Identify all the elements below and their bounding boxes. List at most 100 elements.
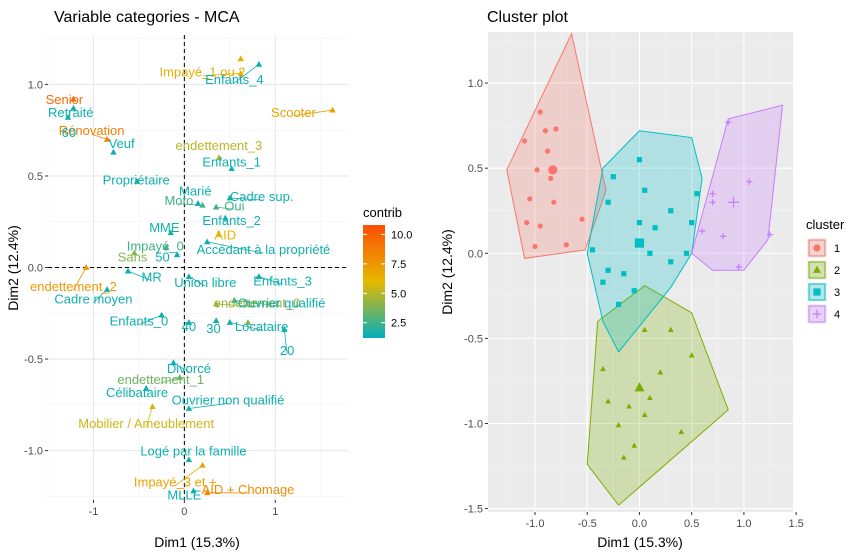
cluster-2-point [647, 394, 653, 401]
mca-point [194, 200, 202, 206]
mca-point [70, 95, 77, 102]
cluster-3-point [631, 288, 637, 294]
cluster-1-point [532, 243, 538, 250]
mca-point-label: Veuf [109, 136, 135, 151]
mca-point [203, 489, 211, 496]
cluster-title: Cluster plot [487, 9, 568, 26]
cluster-y-tick-label: 0.5 [468, 163, 483, 175]
cluster-3-point [642, 187, 648, 193]
cluster-3-point [615, 301, 622, 307]
cluster-hulls [506, 32, 784, 506]
mca-y-tick-label: 1.0 [28, 79, 43, 91]
cluster-3-point [605, 199, 611, 205]
cluster-3-point [610, 174, 616, 180]
mca-point [133, 178, 141, 184]
mca-point [215, 231, 223, 237]
mca-point-label: Impayé_1 ou 2 [160, 65, 246, 80]
mca-label-segment [160, 376, 180, 384]
mca-point-label: Cadre moyen [54, 292, 132, 307]
cluster-3-point [668, 259, 674, 265]
cluster-x-tick-label: 1.0 [736, 518, 751, 530]
mca-point-label: endettement_2 [30, 279, 117, 294]
cluster-1-point [542, 128, 549, 134]
mca-point [70, 104, 77, 111]
cluster-legend-key-symbol [813, 288, 821, 296]
cluster-1-point [548, 175, 554, 181]
mca-label-segment [258, 276, 283, 285]
mca-point [185, 405, 193, 411]
mca-label-segment [293, 109, 333, 117]
mca-point [244, 319, 252, 325]
mca-point [124, 267, 132, 274]
cluster-1-point [537, 109, 543, 115]
mca-point-label: Union libre [174, 275, 236, 290]
mca-y-tick-label: 0.0 [28, 263, 43, 275]
mca-point-label: endettement_0 [214, 295, 301, 310]
mca-point-label: Enfants_2 [202, 213, 261, 228]
cluster-3-point [683, 250, 690, 256]
mca-point-label: 60 [62, 125, 76, 140]
mca-point-label: endettement_1 [117, 372, 204, 387]
mca-label-segment [145, 406, 153, 428]
cluster-x-tick-label: 0.0 [632, 518, 647, 530]
mca-point [82, 264, 90, 270]
mca-point [158, 311, 165, 318]
mca-point [185, 319, 193, 325]
cluster-1-point [551, 199, 557, 205]
cluster-legend-key-symbol [813, 244, 821, 252]
cluster-4-centroid [727, 196, 739, 208]
cluster-1-point [579, 216, 585, 222]
mca-point-label: Enfants_1 [202, 154, 261, 169]
cluster-y-tick-label: 1.0 [468, 78, 483, 90]
mca-x-tick-label: 1 [272, 506, 278, 518]
mca-point-label: 40 [182, 319, 196, 334]
mca-point [222, 214, 229, 221]
mca-point-label: Divorcé [167, 361, 211, 376]
mca-point-label: Oui [224, 198, 244, 213]
cluster-legend-label: 2 [834, 265, 840, 277]
cluster-y-axis-label: Dim2 (12.4%) [439, 229, 455, 315]
cluster-3-point [600, 279, 606, 285]
cluster-3-hull [586, 130, 703, 353]
cluster-2-point [626, 403, 632, 409]
mca-label-segment [202, 73, 241, 77]
cluster-y-tick-label: -0.5 [464, 333, 483, 345]
cluster-x-tick-labels: -1.0 -0.5 0.0 0.5 1.0 1.5 [526, 512, 804, 530]
cluster-3-centroid [634, 238, 645, 248]
mca-y-tick-labels: -1.0 -0.5 0.0 0.5 1.0 [24, 79, 48, 458]
mca-point [173, 251, 181, 258]
mca-label-segment [91, 133, 108, 140]
mca-point-label: Logé par la famille [140, 444, 246, 459]
mca-label-segment [229, 322, 262, 331]
cluster-1-point [521, 138, 528, 144]
cluster-legend: cluster 1 2 3 4 [806, 217, 845, 324]
mca-point [255, 273, 263, 280]
mca-point-label: Impayé_3 et + [134, 475, 217, 490]
mca-point [190, 487, 197, 494]
mca-x-tick-label: -1 [89, 506, 99, 518]
mca-point-label: 30 [206, 321, 220, 336]
mca-x-tick-label: 0 [181, 506, 187, 518]
mca-label-segment [73, 267, 87, 291]
mca-point-label: Enfants_3 [253, 273, 312, 288]
mca-point [255, 60, 263, 67]
cluster-y-tick-labels: -1.5 -1.0 -0.5 0.0 0.5 1.0 [464, 78, 488, 516]
cluster-y-tick-label: -1.0 [464, 418, 483, 430]
mca-label-segment [207, 241, 264, 254]
mca-point-label: AID [214, 228, 236, 243]
cluster-1-point [563, 242, 569, 248]
mca-label-segment [138, 314, 162, 325]
cluster-1-point [537, 223, 543, 229]
cluster-3-point [694, 191, 700, 197]
cluster-4-point [709, 199, 716, 206]
cluster-4-point [746, 178, 753, 185]
mca-point [167, 229, 174, 236]
contrib-tick-label: 5.0 [391, 288, 406, 300]
mca-point [64, 113, 72, 120]
mca-point [215, 154, 223, 161]
mca-point-label: Mobilier / Ameublement [78, 416, 214, 431]
cluster-legend-label: 4 [834, 309, 840, 321]
cluster-1-point [527, 196, 533, 202]
mca-point-label: Célibataire [106, 385, 168, 400]
cluster-x-tick-label: -1.0 [526, 518, 545, 530]
